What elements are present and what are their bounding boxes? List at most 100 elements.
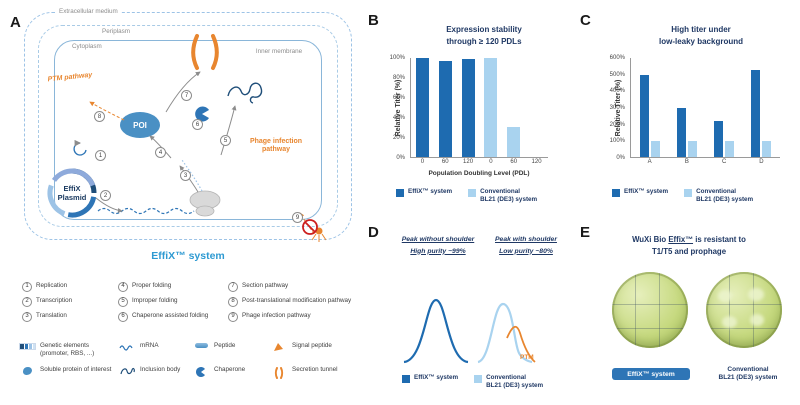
x-tick: 120 xyxy=(531,159,542,165)
panel-e-title: WuXi Bio Effix™ is resistant to T1/T5 an… xyxy=(632,235,746,257)
x-tick: 120 xyxy=(463,159,474,165)
petri-dish-conventional xyxy=(706,272,782,348)
legend-secretion-tunnel: Secretion tunnel xyxy=(270,366,358,380)
ptm-annotation: PTM xyxy=(520,354,534,361)
y-tick: 0% xyxy=(616,155,625,161)
panel-d: D Peak without shoulder High purity ~99%… xyxy=(366,222,568,402)
bar-group: D xyxy=(751,58,772,165)
legend-step-9: 9 Phage infection pathway xyxy=(228,312,364,322)
panel-c: C High titer under low-leaky background … xyxy=(572,8,796,215)
legend-conventional: Conventional BL21 (DE3) system xyxy=(684,188,753,204)
legend-soluble-poi: Soluble protein of interest xyxy=(18,366,114,379)
x-axis-label: Population Doubling Level (PDL) xyxy=(428,170,530,177)
y-tick: 100% xyxy=(609,138,625,145)
x-tick: 60 xyxy=(441,159,449,165)
icon-legend: Genetic elements (promoter, RBS, ...) mR… xyxy=(18,342,358,380)
bar xyxy=(687,140,697,157)
effix-swatch xyxy=(612,189,620,197)
y-tick: 200% xyxy=(609,121,625,128)
periplasm-membrane xyxy=(38,25,338,227)
panel-a-label: A xyxy=(10,14,21,31)
peptide-icon xyxy=(192,343,210,348)
step-badge-6: 6 xyxy=(192,119,203,130)
legend-step-4: 4 Proper folding xyxy=(118,282,224,292)
step-legend: 1 Replication 2 Transcription 3 Translation… xyxy=(22,282,364,322)
bar-group: A xyxy=(639,58,660,165)
x-tick: B xyxy=(684,159,689,165)
legend-effix: EffiX™ system xyxy=(612,188,668,204)
bar-group: 0 xyxy=(415,58,429,165)
bar xyxy=(650,140,660,157)
legend-signal-peptide: Signal peptide xyxy=(270,342,358,357)
panel-e-label: E xyxy=(580,224,591,241)
step-badge-2: 2 xyxy=(100,190,111,201)
chart-b: Relative Titer (%) 100% 80% 60% 40% 20% 0% 0 6… xyxy=(390,55,548,177)
bar xyxy=(461,59,475,157)
y-tick: 300% xyxy=(609,105,625,111)
legend-genetic-elements: Genetic elements (promoter, RBS, ...) xyxy=(18,342,114,357)
bar xyxy=(639,74,649,157)
legend-step-6: 6 Chaperone assisted folding xyxy=(118,312,224,322)
bar xyxy=(438,60,452,157)
chart-b-title: Expression stability through ≥ 120 PDLs xyxy=(446,25,522,46)
outer-membrane xyxy=(24,12,352,240)
mrna-icon xyxy=(118,343,136,351)
panel-e: E WuXi Bio Effix™ is resistant to T1/T5 … xyxy=(572,222,796,402)
y-tick: 60% xyxy=(392,95,405,101)
y-tick: 80% xyxy=(392,75,405,81)
legend-step-3: 3 Translation xyxy=(22,312,114,322)
inner-membrane-label: Inner membrane xyxy=(255,48,303,55)
x-tick: D xyxy=(759,159,764,165)
panel-b: B Expression stability through ≥ 120 PDL… xyxy=(366,8,568,215)
legend-inclusion-body: Inclusion body xyxy=(118,366,188,379)
legend-effix: EffiX™ system xyxy=(396,188,452,204)
chart-c-title: High titer under low-leaky background xyxy=(658,25,744,46)
extracellular-label: Extracellular medium xyxy=(56,8,121,15)
legend-peptide: Peptide xyxy=(192,342,266,357)
step-badge-1: 1 xyxy=(95,150,106,161)
legend-conventional: Conventional BL21 (DE3) system xyxy=(468,188,537,204)
bar xyxy=(762,140,772,157)
dish-effix-label: EffiX™ system xyxy=(612,368,690,380)
bar-group: 120 xyxy=(461,58,475,165)
step-badge-8: 8 xyxy=(94,111,105,122)
bar xyxy=(484,58,498,157)
effix-swatch xyxy=(402,375,410,383)
step-badge-9: 9 xyxy=(292,212,303,223)
y-axis-label: Relative Titer (%) xyxy=(394,79,402,137)
legend-chaperone: Chaperone xyxy=(192,366,266,379)
x-tick: 0 xyxy=(489,159,493,165)
bar-group: 60 xyxy=(507,58,521,165)
inner-membrane xyxy=(54,40,322,220)
inclusion-body-icon xyxy=(118,367,136,377)
x-tick: C xyxy=(721,159,727,165)
bar xyxy=(751,69,761,157)
bar xyxy=(725,140,735,157)
bar-group: 0 xyxy=(484,58,498,165)
chaperone-icon xyxy=(192,367,210,378)
step-badge-7: 7 xyxy=(181,90,192,101)
conventional-swatch xyxy=(474,375,483,383)
step-badge-3: 3 xyxy=(180,170,191,181)
bar xyxy=(415,58,429,157)
genetic-elements-icon xyxy=(18,343,36,350)
phage-pathway-label: Phage infection pathway xyxy=(249,138,303,154)
legend-step-2: 2 Transcription xyxy=(22,297,114,307)
panel-c-label: C xyxy=(580,12,591,29)
periplasm-label: Periplasm xyxy=(102,28,130,35)
step-badge-4: 4 xyxy=(155,147,166,158)
bar-group: C xyxy=(714,58,735,165)
plot-area: 0 60 120 0 60 120 xyxy=(410,58,548,165)
bar xyxy=(507,127,521,157)
bar-group: B xyxy=(676,58,697,165)
soluble-poi-icon xyxy=(18,367,36,376)
chart-c-legend: EffiX™ system Conventional BL21 (DE3) sys… xyxy=(612,188,753,204)
bar xyxy=(714,120,724,157)
effix-swatch xyxy=(396,189,404,197)
peak-right-header: Peak with shoulder Low purity ~80% xyxy=(495,236,557,255)
step-badge-5: 5 xyxy=(220,135,231,146)
legend-mrna: mRNA xyxy=(118,342,188,357)
chromatogram-curves xyxy=(403,298,536,364)
x-tick: 0 xyxy=(420,159,425,165)
